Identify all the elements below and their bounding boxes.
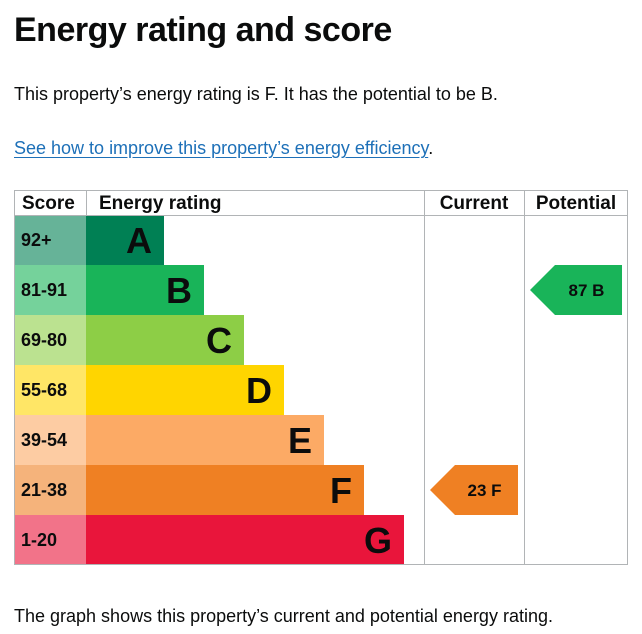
epc-chart: Score Energy rating Current Potential 92+ A 81… <box>14 190 628 565</box>
score-range-d: 55-68 <box>21 380 67 400</box>
score-range-a: 92+ <box>21 230 52 250</box>
rating-bar-f <box>86 465 364 515</box>
graph-footnote: The graph shows this property’s current … <box>14 606 553 626</box>
score-cell-b <box>14 265 86 315</box>
score-range-f: 21-38 <box>21 480 67 500</box>
score-range-g: 1-20 <box>21 530 57 550</box>
potential-column-header: Potential <box>536 193 616 214</box>
current-column-header: Current <box>440 193 509 214</box>
rating-letter-b: B <box>166 270 192 311</box>
potential-rating-arrow <box>530 265 622 315</box>
improve-link-suffix: . <box>428 138 434 158</box>
rating-bar-a <box>86 215 164 265</box>
current-rating-arrow <box>430 465 518 515</box>
potential-rating-label: 87 B <box>569 281 605 300</box>
rating-bar-g <box>86 515 404 565</box>
rating-letter-g: G <box>364 520 392 561</box>
chart-border <box>14 190 628 565</box>
energy-rating-column-header: Energy rating <box>99 193 221 214</box>
improve-paragraph: See how to improve this property’s energ… <box>14 136 433 160</box>
score-column-header: Score <box>22 193 75 214</box>
rating-summary: This property’s energy rating is F. It h… <box>14 84 498 104</box>
rating-letter-c: C <box>206 320 232 361</box>
rating-bar-d <box>86 365 284 415</box>
rating-bar-c <box>86 315 244 365</box>
score-cell-g <box>14 515 86 565</box>
rating-letter-f: F <box>330 470 352 511</box>
score-cell-c <box>14 315 86 365</box>
improve-efficiency-link[interactable]: See how to improve this property’s energ… <box>14 138 429 158</box>
rating-bar-e <box>86 415 324 465</box>
current-rating-label: 23 F <box>467 481 501 500</box>
score-cell-d <box>14 365 86 415</box>
score-cell-a <box>14 215 86 265</box>
score-range-e: 39-54 <box>21 430 67 450</box>
rating-letter-e: E <box>288 420 312 461</box>
score-cell-f <box>14 465 86 515</box>
score-range-b: 81-91 <box>21 280 67 300</box>
rating-bar-b <box>86 265 204 315</box>
score-cell-e <box>14 415 86 465</box>
rating-letter-a: A <box>126 220 152 261</box>
page-title: Energy rating and score <box>14 11 392 49</box>
rating-letter-d: D <box>246 370 272 411</box>
score-range-c: 69-80 <box>21 330 67 350</box>
